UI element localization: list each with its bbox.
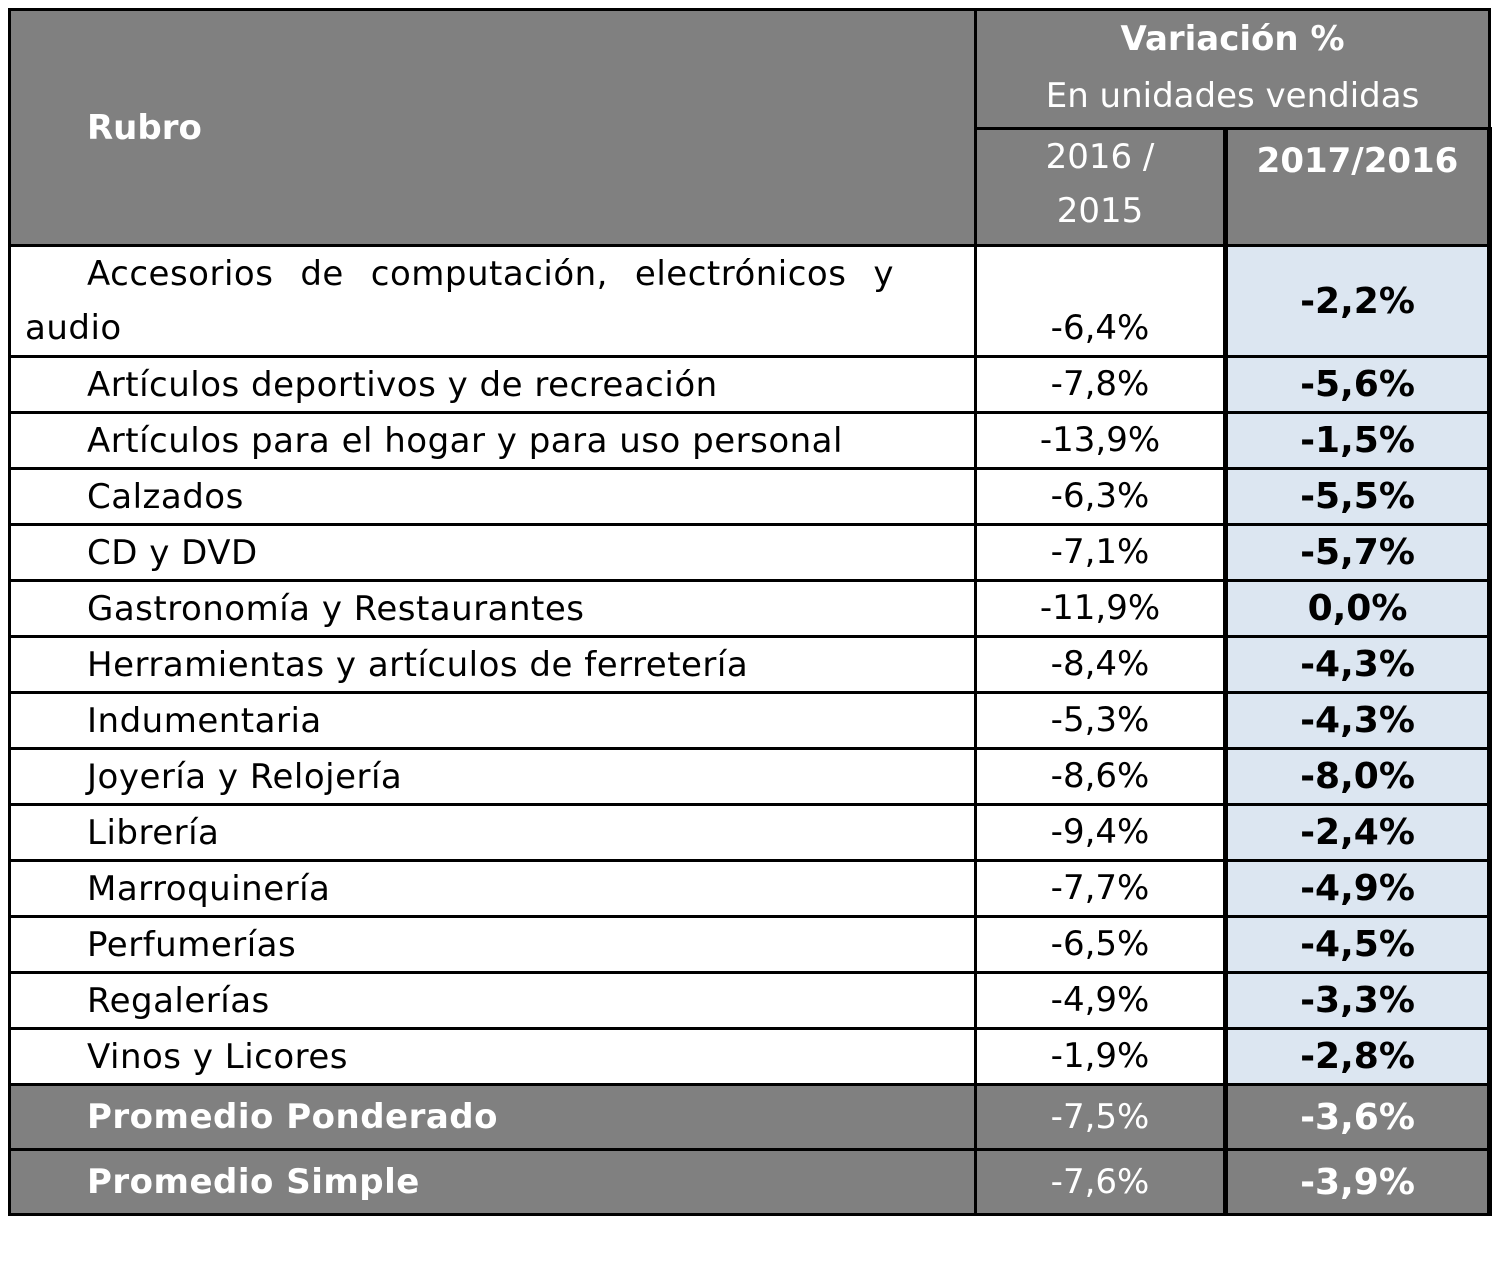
rubro-cell: Calzados	[8, 467, 977, 526]
variation-table: Rubro Variación % En unidades vendidas 2…	[8, 8, 1493, 1216]
table-row: Gastronomía y Restaurantes -11,9% 0,0%	[8, 579, 1493, 638]
table-row: Perfumerías -6,5% -4,5%	[8, 915, 1493, 974]
value-2016-cell: -13,9%	[974, 411, 1227, 470]
rubro-cell: Indumentaria	[8, 691, 977, 750]
rubro-header: Rubro	[8, 8, 977, 247]
table-row: Artículos para el hogar y para uso perso…	[8, 411, 1493, 470]
rubro-cell: Marroquinería	[8, 859, 977, 918]
table-row: CD y DVD -7,1% -5,7%	[8, 523, 1493, 582]
value-2017-cell: -4,3%	[1222, 691, 1493, 750]
table-row: Vinos y Licores -1,9% -2,8%	[8, 1027, 1493, 1086]
variation-title: Variación %	[1120, 19, 1345, 59]
value-2017-cell: 0,0%	[1222, 579, 1493, 638]
value-2016-cell: -9,4%	[974, 803, 1227, 862]
value-2017-cell: -2,8%	[1222, 1027, 1493, 1086]
value-2016-cell: -6,5%	[974, 915, 1227, 974]
value-2016-cell: -1,9%	[974, 1027, 1227, 1086]
value-2016-cell: -8,6%	[974, 747, 1227, 806]
table-row: Herramientas y artículos de ferretería -8…	[8, 635, 1493, 694]
value-2017-cell: -2,4%	[1222, 803, 1493, 862]
rubro-cell: Gastronomía y Restaurantes	[8, 579, 977, 638]
value-2017-cell: -3,3%	[1222, 971, 1493, 1030]
value-2017-cell: -5,7%	[1222, 523, 1493, 582]
variation-subtitle: En unidades vendidas	[1045, 76, 1420, 116]
table-row: Artículos deportivos y de recreación -7,8…	[8, 355, 1493, 414]
table-footer: Promedio Ponderado -7,5% -3,6% Promedio Sim…	[8, 1083, 1493, 1216]
rubro-cell: Herramientas y artículos de ferretería	[8, 635, 977, 694]
rubro-cell: CD y DVD	[8, 523, 977, 582]
header-row-2: 2016 / 2015 2017/2016	[10, 127, 1493, 247]
rubro-cell: Vinos y Licores	[8, 1027, 977, 1086]
total-label-cell: Promedio Ponderado	[8, 1083, 977, 1151]
value-2016-cell: -6,3%	[974, 467, 1227, 526]
value-2017-cell: -8,0%	[1222, 747, 1493, 806]
total-2017-cell: -3,6%	[1222, 1083, 1493, 1151]
table-row: Indumentaria -5,3% -4,3%	[8, 691, 1493, 750]
total-2016-cell: -7,6%	[974, 1148, 1227, 1216]
year-2016-2015-header: 2016 / 2015	[974, 127, 1227, 247]
rubro-cell: Artículos deportivos y de recreación	[8, 355, 977, 414]
value-2016-cell: -8,4%	[974, 635, 1227, 694]
table-row: Marroquinería -7,7% -4,9%	[8, 859, 1493, 918]
table-row: Regalerías -4,9% -3,3%	[8, 971, 1493, 1030]
value-2017-cell: -4,9%	[1222, 859, 1493, 918]
variation-group-header: Variación % En unidades vendidas	[973, 8, 1492, 130]
value-2016-cell: -5,3%	[974, 691, 1227, 750]
value-2017-cell: -5,6%	[1222, 355, 1493, 414]
rubro-cell: Accesorios de computación, electrónicos …	[8, 244, 977, 358]
rubro-cell: Perfumerías	[8, 915, 977, 974]
total-row: Promedio Ponderado -7,5% -3,6%	[8, 1083, 1493, 1151]
rubro-cell: Librería	[8, 803, 977, 862]
total-row: Promedio Simple -7,6% -3,9%	[8, 1148, 1493, 1216]
year-2016-2015-label: 2016 / 2015	[1045, 137, 1155, 231]
table-body: Accesorios de computación, electrónicos …	[8, 244, 1493, 1086]
value-2016-cell: -7,8%	[974, 355, 1227, 414]
year-2017-2016-header: 2017/2016	[1222, 127, 1493, 247]
value-2016-cell: -7,1%	[974, 523, 1227, 582]
total-label-cell: Promedio Simple	[8, 1148, 977, 1216]
value-2016-cell: -11,9%	[974, 579, 1227, 638]
value-2017-cell: -4,3%	[1222, 635, 1493, 694]
value-2016-cell: -6,4%	[974, 244, 1227, 358]
total-2017-cell: -3,9%	[1222, 1148, 1493, 1216]
value-2017-cell: -1,5%	[1222, 411, 1493, 470]
rubro-cell: Joyería y Relojería	[8, 747, 977, 806]
total-2016-cell: -7,5%	[974, 1083, 1227, 1151]
table-row: Calzados -6,3% -5,5%	[8, 467, 1493, 526]
value-2016-cell: -4,9%	[974, 971, 1227, 1030]
rubro-cell: Artículos para el hogar y para uso perso…	[8, 411, 977, 470]
header-row-1: Rubro Variación % En unidades vendidas	[8, 8, 1492, 247]
table-row: Librería -9,4% -2,4%	[8, 803, 1493, 862]
table-row: Joyería y Relojería -8,6% -8,0%	[8, 747, 1493, 806]
rubro-cell: Regalerías	[8, 971, 977, 1030]
value-2017-cell: -4,5%	[1222, 915, 1493, 974]
value-2017-cell: -2,2%	[1222, 244, 1493, 358]
value-2016-cell: -7,7%	[974, 859, 1227, 918]
table-row: Accesorios de computación, electrónicos …	[8, 244, 1493, 358]
value-2017-cell: -5,5%	[1222, 467, 1493, 526]
